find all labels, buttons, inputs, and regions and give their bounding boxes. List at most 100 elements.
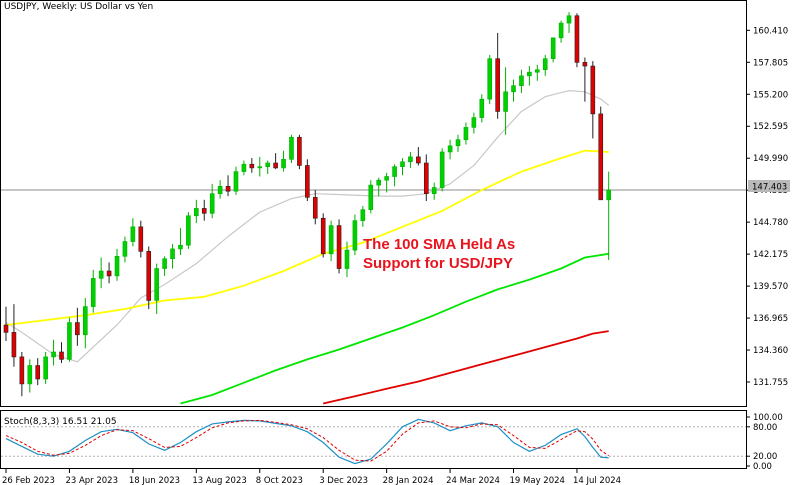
candle xyxy=(225,175,231,197)
current-price-tag: 147.403 xyxy=(748,180,790,193)
price-tick-label: 144.780 xyxy=(753,218,788,228)
candle xyxy=(75,307,80,346)
candle xyxy=(59,342,64,364)
stoch-tick-label: 20.00 xyxy=(753,452,777,462)
candle xyxy=(439,148,445,192)
stochastic-pane xyxy=(0,410,747,469)
candle xyxy=(535,64,540,81)
stoch-tick-label: 80.00 xyxy=(753,423,777,433)
candle xyxy=(606,171,611,260)
time-tick-label: 18 Jun 2023 xyxy=(129,476,180,485)
annotation-line2: Support for USD/JPY xyxy=(363,255,513,272)
candle xyxy=(368,180,374,214)
candle xyxy=(463,122,469,145)
candle xyxy=(98,257,104,289)
candle xyxy=(35,358,41,386)
candle xyxy=(138,220,144,258)
candle xyxy=(51,339,56,366)
price-tick-label: 136.965 xyxy=(753,314,788,324)
candle xyxy=(582,57,588,102)
candle xyxy=(146,246,152,310)
time-tick-label: 23 Apr 2023 xyxy=(65,476,118,485)
price-tick-label: 160.410 xyxy=(753,26,788,36)
chart-title: USDJPY, Weekly: US Dollar vs Yen xyxy=(4,2,153,12)
price-axis: 160.410157.805155.200152.595149.990147.3… xyxy=(746,26,788,388)
candlesticks xyxy=(3,12,611,397)
candle xyxy=(114,248,120,281)
stochastic-label: Stoch(8,3,3) 16.51 21.05 xyxy=(4,417,117,427)
candle xyxy=(511,79,516,102)
time-axis: 26 Feb 2023 23 Apr 2023 18 Jun 2023 13 Aug … xyxy=(2,469,621,485)
candle xyxy=(11,304,17,367)
candle xyxy=(106,262,112,284)
candle xyxy=(154,263,159,314)
candle xyxy=(431,182,437,200)
candle xyxy=(320,213,326,258)
candle xyxy=(217,180,223,199)
time-tick-label: 8 Oct 2023 xyxy=(256,476,303,485)
candle xyxy=(27,359,33,393)
candle xyxy=(400,158,405,176)
candle xyxy=(376,177,382,197)
candle xyxy=(209,183,215,219)
candle xyxy=(336,219,342,274)
candle xyxy=(455,134,461,152)
candle xyxy=(503,67,508,135)
candle xyxy=(83,298,88,349)
candle xyxy=(312,190,318,225)
sma100-line xyxy=(180,252,609,405)
candle xyxy=(566,12,572,33)
time-tick-label: 14 Jul 2024 xyxy=(573,476,621,485)
candle xyxy=(3,306,9,341)
candle xyxy=(122,236,128,263)
current-price-label: 147.403 xyxy=(752,183,787,193)
candle xyxy=(233,166,239,195)
candle xyxy=(43,352,48,384)
annotation-line1: The 100 SMA Held As xyxy=(363,236,515,253)
candle xyxy=(186,212,191,249)
candle xyxy=(384,172,389,193)
candle xyxy=(328,220,334,262)
candle xyxy=(423,154,429,202)
candle xyxy=(162,256,167,276)
candle xyxy=(447,139,453,160)
sma20-line xyxy=(5,89,610,363)
candle xyxy=(590,61,596,139)
candle xyxy=(471,112,477,134)
price-tick-label: 134.360 xyxy=(753,346,788,356)
candle xyxy=(558,20,564,43)
candle xyxy=(130,218,136,247)
stoch-k-line xyxy=(5,418,609,465)
candle xyxy=(392,164,397,187)
candle xyxy=(416,147,421,166)
price-tick-label: 131.755 xyxy=(753,378,788,388)
candle xyxy=(574,13,580,68)
price-tick-label: 149.990 xyxy=(753,154,788,164)
price-tick-label: 155.200 xyxy=(753,90,788,100)
candle xyxy=(297,134,302,170)
candle xyxy=(257,156,263,177)
candle xyxy=(495,32,500,119)
candle xyxy=(519,69,524,94)
candle xyxy=(67,317,72,362)
main-pane xyxy=(0,0,747,407)
time-tick-label: 28 Jan 2024 xyxy=(383,476,434,485)
candle xyxy=(344,241,350,278)
price-tick-label: 152.595 xyxy=(753,122,788,132)
candle xyxy=(194,199,199,224)
candle xyxy=(281,150,286,172)
candle xyxy=(273,153,278,170)
candle xyxy=(598,106,604,201)
candle xyxy=(305,159,310,202)
candle xyxy=(360,205,366,227)
candle xyxy=(201,199,207,221)
candle xyxy=(550,37,556,63)
candle xyxy=(289,134,294,163)
time-tick-label: 19 May 2024 xyxy=(510,476,565,485)
candle xyxy=(479,94,485,123)
candle xyxy=(178,228,183,256)
candle xyxy=(527,66,532,86)
stoch-tick-label: 100.00 xyxy=(753,413,783,423)
candle xyxy=(408,151,413,168)
